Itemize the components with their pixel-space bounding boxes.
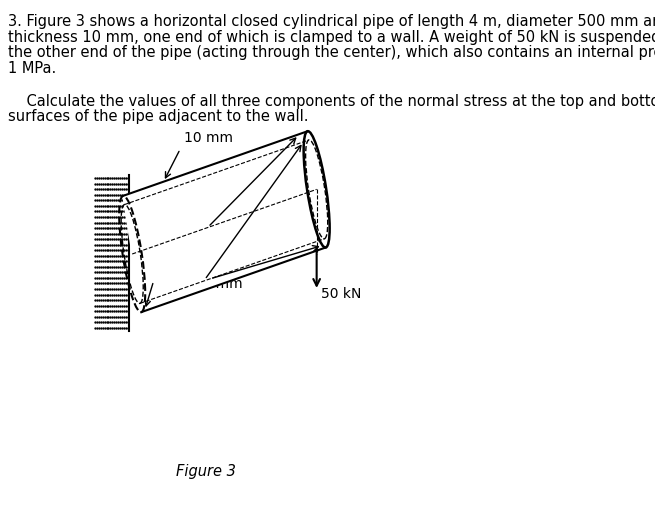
Text: 1 MPa: 1 MPa <box>169 235 221 250</box>
Text: thickness 10 mm, one end of which is clamped to a wall. A weight of 50 kN is sus: thickness 10 mm, one end of which is cla… <box>8 30 655 45</box>
Text: 3. Figure 3 shows a horizontal closed cylindrical pipe of length 4 m, diameter 5: 3. Figure 3 shows a horizontal closed cy… <box>8 14 655 29</box>
Text: 1 MPa.: 1 MPa. <box>8 61 56 75</box>
Text: surfaces of the pipe adjacent to the wall.: surfaces of the pipe adjacent to the wal… <box>8 109 309 124</box>
Text: 50 kN: 50 kN <box>321 286 361 300</box>
Text: Calculate the values of all three components of the normal stress at the top and: Calculate the values of all three compon… <box>8 94 655 108</box>
Text: 10 mm: 10 mm <box>183 131 233 145</box>
Text: 500 mm: 500 mm <box>185 276 242 290</box>
Polygon shape <box>123 132 326 313</box>
Text: Figure 3: Figure 3 <box>176 463 236 478</box>
Ellipse shape <box>304 132 329 248</box>
Text: 4 m: 4 m <box>153 276 179 290</box>
Text: the other end of the pipe (acting through the center), which also contains an in: the other end of the pipe (acting throug… <box>8 45 655 60</box>
